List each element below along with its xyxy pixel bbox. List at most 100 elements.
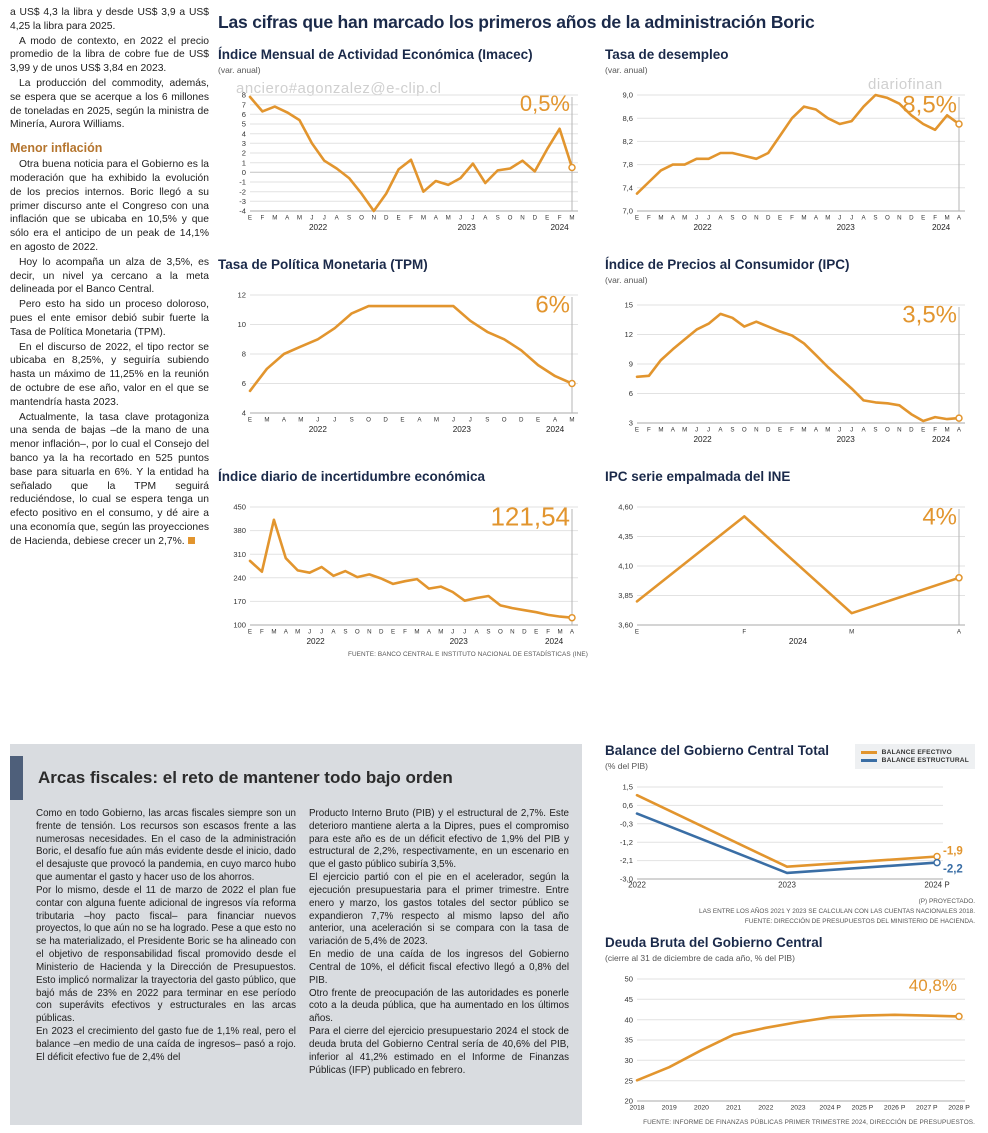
svg-text:0: 0 <box>242 168 246 177</box>
svg-text:F: F <box>933 214 937 221</box>
svg-text:2023: 2023 <box>778 880 796 889</box>
svg-text:3,60: 3,60 <box>618 620 633 629</box>
svg-text:2019: 2019 <box>662 1104 677 1111</box>
svg-text:2023: 2023 <box>790 1104 805 1111</box>
svg-text:5: 5 <box>242 119 246 128</box>
svg-text:M: M <box>414 628 419 635</box>
svg-text:D: D <box>383 416 388 423</box>
svg-text:M: M <box>682 426 687 433</box>
chart-card-ipc-empalmada: IPC serie empalmada del INE 4,60 4,35 4,10… <box>605 469 975 655</box>
svg-text:2022: 2022 <box>693 223 712 232</box>
svg-text:J: J <box>451 628 454 635</box>
svg-text:3: 3 <box>629 418 633 427</box>
chart-note: (P) PROYECTADO. <box>918 897 975 905</box>
svg-text:M: M <box>825 214 830 221</box>
legend-label: BALANCE EFECTIVO <box>881 749 952 756</box>
svg-text:M: M <box>682 214 687 221</box>
chart-plot-ipc-empalmada: 4,60 4,35 4,10 3,85 3,60 E F M A 2024 4% <box>605 497 975 649</box>
svg-text:M: M <box>295 628 300 635</box>
svg-text:J: J <box>695 214 698 221</box>
svg-text:2024: 2024 <box>932 435 951 444</box>
svg-text:E: E <box>778 426 782 433</box>
svg-text:N: N <box>754 426 758 433</box>
svg-text:3: 3 <box>242 139 246 148</box>
svg-text:2022: 2022 <box>758 1104 773 1111</box>
svg-text:4%: 4% <box>922 503 957 530</box>
svg-text:2023: 2023 <box>837 435 856 444</box>
svg-text:2027 P: 2027 P <box>916 1104 938 1111</box>
svg-text:J: J <box>469 416 472 423</box>
svg-text:J: J <box>707 214 710 221</box>
svg-text:2023: 2023 <box>458 223 477 232</box>
chart-notes: (P) PROYECTADO. LAS ENTRE LOS AÑOS 2021 … <box>605 897 975 927</box>
svg-text:A: A <box>475 628 480 635</box>
svg-text:8: 8 <box>242 90 246 99</box>
svg-text:E: E <box>536 416 540 423</box>
svg-text:-1,9: -1,9 <box>943 845 963 857</box>
chart-subtitle: (var. anual) <box>218 64 261 75</box>
svg-text:310: 310 <box>233 550 246 559</box>
svg-text:170: 170 <box>233 597 246 606</box>
svg-text:A: A <box>718 426 723 433</box>
svg-text:J: J <box>316 416 319 423</box>
svg-text:D: D <box>533 214 538 221</box>
svg-text:E: E <box>778 214 782 221</box>
svg-text:2018: 2018 <box>629 1104 644 1111</box>
svg-text:F: F <box>403 628 407 635</box>
svg-text:M: M <box>434 416 439 423</box>
svg-text:M: M <box>801 426 806 433</box>
chart-note: FUENTE: DIRECCIÓN DE PRESUPUESTOS DEL MI… <box>744 917 975 925</box>
article-paragraph: Actualmente, la tasa clave protagoniza u… <box>10 411 209 549</box>
svg-text:25: 25 <box>625 1076 633 1085</box>
svg-text:-2,1: -2,1 <box>620 856 633 865</box>
svg-text:J: J <box>452 416 455 423</box>
svg-text:7,4: 7,4 <box>622 183 633 192</box>
svg-text:8,5%: 8,5% <box>902 91 957 118</box>
svg-text:N: N <box>372 214 376 221</box>
chart-plot-desempleo: 9,0 8,6 8,2 7,8 7,4 7,0 E F M A M J J A S O N D E F M A M J J A S O… <box>605 85 975 235</box>
svg-text:A: A <box>671 426 676 433</box>
svg-text:M: M <box>658 214 663 221</box>
svg-text:4,35: 4,35 <box>618 532 633 541</box>
article-paragraph: A modo de contexto, en 2022 el precio pr… <box>10 35 209 75</box>
svg-text:J: J <box>320 628 323 635</box>
svg-text:4: 4 <box>242 129 246 138</box>
svg-text:E: E <box>635 214 639 221</box>
chart-subtitle: (cierre al 31 de diciembre de cada año, … <box>605 952 795 963</box>
chart-title: Índice de Precios al Consumidor (IPC) <box>605 257 850 272</box>
svg-text:S: S <box>730 214 734 221</box>
svg-text:S: S <box>350 416 354 423</box>
chart-plot-tpm: 12 10 8 6 4 E M A M J J S O D E A M J J S O D E A M 2022 2023 2024 6… <box>218 285 588 437</box>
chart-subtitle: (% del PIB) <box>605 760 648 771</box>
svg-text:100: 100 <box>233 620 246 629</box>
article-end-marker <box>187 536 195 544</box>
svg-text:6: 6 <box>629 389 633 398</box>
svg-text:2024 P: 2024 P <box>819 1104 841 1111</box>
svg-text:-4: -4 <box>239 206 246 215</box>
svg-text:J: J <box>323 214 326 221</box>
svg-text:35: 35 <box>625 1035 633 1044</box>
svg-text:N: N <box>367 628 371 635</box>
article-paragraph: Otra buena noticia para el Gobierno es l… <box>10 159 209 253</box>
article-paragraph: Hoy lo acompaña un alza de 3,5%, es deci… <box>10 256 209 296</box>
svg-text:S: S <box>485 416 489 423</box>
article-paragraph: Pero esto ha sido un proceso doloroso, p… <box>10 299 209 338</box>
svg-text:N: N <box>754 214 758 221</box>
svg-text:12: 12 <box>238 290 246 299</box>
article-paragraph: a US$ 4,3 la libra y desde US$ 3,9 a US$… <box>10 7 209 32</box>
svg-text:A: A <box>570 628 575 635</box>
article-paragraph: La producción del commodity, además, se … <box>10 77 209 131</box>
svg-text:2023: 2023 <box>453 425 472 434</box>
svg-text:2022: 2022 <box>628 880 646 889</box>
svg-text:45: 45 <box>625 995 633 1004</box>
chart-card-desempleo: Tasa de desempleo (var. anual) 9,0 8,6 8,2… <box>605 47 975 248</box>
svg-text:50: 50 <box>625 974 633 983</box>
svg-text:M: M <box>558 628 563 635</box>
svg-text:A: A <box>285 214 290 221</box>
svg-text:A: A <box>553 416 558 423</box>
svg-text:O: O <box>508 214 513 221</box>
legend-swatch-estructural <box>860 759 877 762</box>
svg-text:F: F <box>409 214 413 221</box>
svg-text:A: A <box>284 628 289 635</box>
svg-text:7,0: 7,0 <box>622 206 633 215</box>
